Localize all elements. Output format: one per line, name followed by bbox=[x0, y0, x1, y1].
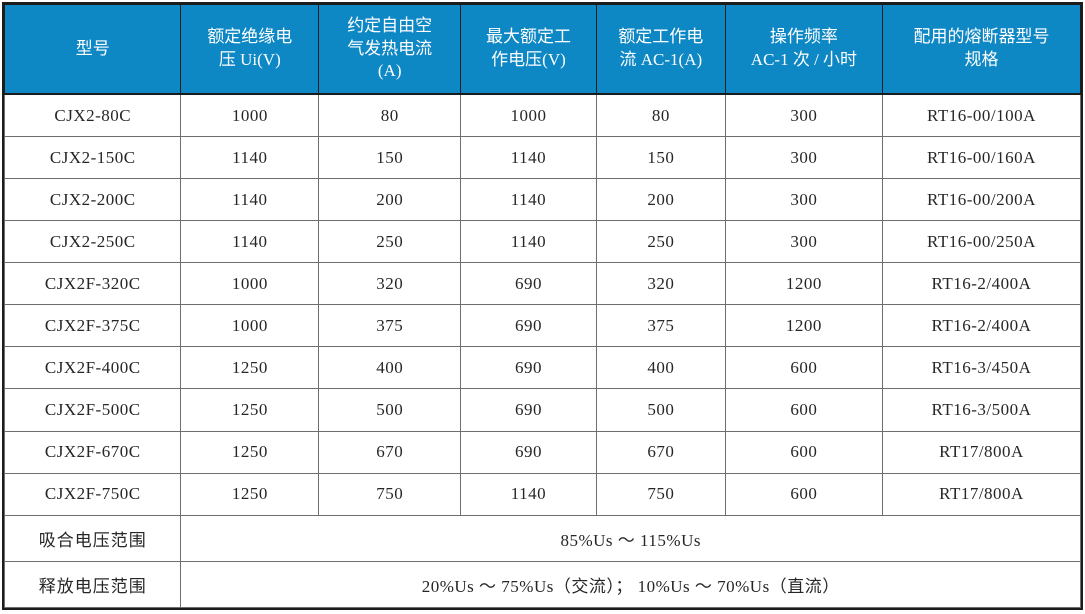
table-cell: 375 bbox=[318, 304, 462, 348]
table-cell: 690 bbox=[460, 388, 597, 432]
cell-fuse: RT16-3/500A bbox=[881, 388, 1082, 432]
pickup-voltage-row: 吸合电压范围 85%Us ～ 115%Us bbox=[3, 514, 1081, 562]
table-cell: 1250 bbox=[180, 430, 320, 474]
table-cell: 1140 bbox=[460, 220, 597, 264]
table-cell: 400 bbox=[318, 346, 462, 390]
table-cell: 1000 bbox=[180, 304, 320, 348]
table-cell: 600 bbox=[724, 430, 883, 474]
cell-model: CJX2F-320C bbox=[3, 262, 182, 306]
table-cell: 300 bbox=[724, 93, 883, 138]
table-cell: 400 bbox=[595, 346, 726, 390]
table-cell: 600 bbox=[724, 346, 883, 390]
cell-fuse: RT16-00/250A bbox=[881, 220, 1082, 264]
cell-model: CJX2-200C bbox=[3, 178, 182, 222]
table-cell: 1140 bbox=[460, 178, 597, 222]
pickup-voltage-label: 吸合电压范围 bbox=[3, 514, 182, 562]
table-cell: 320 bbox=[595, 262, 726, 306]
table-cell: 1250 bbox=[180, 388, 320, 432]
table-cell: 750 bbox=[318, 472, 462, 516]
cell-fuse: RT16-00/160A bbox=[881, 136, 1082, 180]
table-cell: 1250 bbox=[180, 472, 320, 516]
table-cell: 1140 bbox=[180, 178, 320, 222]
table-cell: 200 bbox=[595, 178, 726, 222]
column-header-thermal-current: 约定自由空 气发热电流 (A) bbox=[318, 4, 462, 95]
table-cell: 600 bbox=[724, 472, 883, 516]
table-row: CJX2-250C 1140 250 1140 250 300 RT16-00/… bbox=[3, 220, 1082, 264]
cell-model: CJX2F-670C bbox=[3, 430, 182, 474]
table-cell: 80 bbox=[318, 93, 462, 138]
table-header: 型号 额定绝缘电 压 Ui(V) 约定自由空 气发热电流 (A) 最大额定工 作… bbox=[3, 4, 1082, 95]
release-voltage-label: 释放电压范围 bbox=[3, 560, 182, 609]
release-voltage-row: 释放电压范围 20%Us ～ 75%Us（交流）； 10%Us ～ 70%Us（… bbox=[3, 560, 1081, 609]
table-cell: 690 bbox=[460, 262, 597, 306]
table-row: CJX2F-320C 1000 320 690 320 1200 RT16-2/… bbox=[3, 262, 1082, 306]
table-cell: 150 bbox=[318, 136, 462, 180]
table-row: CJX2-80C 1000 80 1000 80 300 RT16-00/100… bbox=[3, 93, 1082, 138]
table-cell: 320 bbox=[318, 262, 462, 306]
table-cell: 690 bbox=[460, 346, 597, 390]
table-cell: 690 bbox=[460, 304, 597, 348]
cell-model: CJX2F-750C bbox=[3, 472, 182, 516]
table-cell: 1140 bbox=[460, 472, 597, 516]
column-header-model: 型号 bbox=[3, 4, 182, 95]
table-cell: 670 bbox=[318, 430, 462, 474]
table-row: CJX2-200C 1140 200 1140 200 300 RT16-00/… bbox=[3, 178, 1082, 222]
cell-fuse: RT17/800A bbox=[881, 430, 1082, 474]
table-cell: 300 bbox=[724, 220, 883, 264]
cell-model: CJX2-150C bbox=[3, 136, 182, 180]
table-cell: 1000 bbox=[180, 93, 320, 138]
table-cell: 500 bbox=[318, 388, 462, 432]
cell-fuse: RT16-2/400A bbox=[881, 304, 1082, 348]
table-cell: 750 bbox=[595, 472, 726, 516]
table-cell: 250 bbox=[595, 220, 726, 264]
column-header-max-working-voltage: 最大额定工 作电压(V) bbox=[460, 4, 597, 95]
pickup-voltage-value: 85%Us ～ 115%Us bbox=[180, 514, 1081, 562]
table-cell: 150 bbox=[595, 136, 726, 180]
table-row: CJX2F-375C 1000 375 690 375 1200 RT16-2/… bbox=[3, 304, 1082, 348]
column-header-insulation-voltage: 额定绝缘电 压 Ui(V) bbox=[180, 4, 320, 95]
table-cell: 300 bbox=[724, 178, 883, 222]
table-cell: 1000 bbox=[180, 262, 320, 306]
column-header-fuse-spec: 配用的熔断器型号 规格 bbox=[881, 4, 1082, 95]
release-voltage-value: 20%Us ～ 75%Us（交流）； 10%Us ～ 70%Us（直流） bbox=[180, 560, 1081, 609]
table-cell: 1000 bbox=[460, 93, 597, 138]
table-row: CJX2F-750C 1250 750 1140 750 600 RT17/80… bbox=[3, 472, 1082, 516]
table-cell: 1140 bbox=[180, 220, 320, 264]
cell-fuse: RT16-3/450A bbox=[881, 346, 1082, 390]
cell-fuse: RT16-00/100A bbox=[881, 93, 1082, 138]
table-cell: 80 bbox=[595, 93, 726, 138]
cell-fuse: RT16-00/200A bbox=[881, 178, 1082, 222]
cell-model: CJX2-80C bbox=[3, 93, 182, 138]
table-cell: 1140 bbox=[180, 136, 320, 180]
table-cell: 1250 bbox=[180, 346, 320, 390]
table-cell: 670 bbox=[595, 430, 726, 474]
table-cell: 1200 bbox=[724, 304, 883, 348]
column-header-working-current: 额定工作电 流 AC-1(A) bbox=[595, 4, 726, 95]
column-header-operating-frequency: 操作频率 AC-1 次 / 小时 bbox=[724, 4, 883, 95]
contactor-spec-table: 型号 额定绝缘电 压 Ui(V) 约定自由空 气发热电流 (A) 最大额定工 作… bbox=[3, 4, 1082, 609]
table-row: CJX2F-400C 1250 400 690 400 600 RT16-3/4… bbox=[3, 346, 1082, 390]
table-body: CJX2-80C 1000 80 1000 80 300 RT16-00/100… bbox=[3, 93, 1082, 609]
cell-fuse: RT17/800A bbox=[881, 472, 1082, 516]
table-cell: 690 bbox=[460, 430, 597, 474]
table-cell: 600 bbox=[724, 388, 883, 432]
table-cell: 1140 bbox=[460, 136, 597, 180]
cell-model: CJX2-250C bbox=[3, 220, 182, 264]
table-cell: 250 bbox=[318, 220, 462, 264]
table-cell: 375 bbox=[595, 304, 726, 348]
table-cell: 1200 bbox=[724, 262, 883, 306]
cell-model: CJX2F-375C bbox=[3, 304, 182, 348]
cell-fuse: RT16-2/400A bbox=[881, 262, 1082, 306]
table-cell: 500 bbox=[595, 388, 726, 432]
table-cell: 200 bbox=[318, 178, 462, 222]
table-row: CJX2F-670C 1250 670 690 670 600 RT17/800… bbox=[3, 430, 1082, 474]
cell-model: CJX2F-500C bbox=[3, 388, 182, 432]
table-row: CJX2-150C 1140 150 1140 150 300 RT16-00/… bbox=[3, 136, 1082, 180]
cell-model: CJX2F-400C bbox=[3, 346, 182, 390]
table-cell: 300 bbox=[724, 136, 883, 180]
table-row: CJX2F-500C 1250 500 690 500 600 RT16-3/5… bbox=[3, 388, 1082, 432]
header-row: 型号 额定绝缘电 压 Ui(V) 约定自由空 气发热电流 (A) 最大额定工 作… bbox=[3, 4, 1082, 95]
